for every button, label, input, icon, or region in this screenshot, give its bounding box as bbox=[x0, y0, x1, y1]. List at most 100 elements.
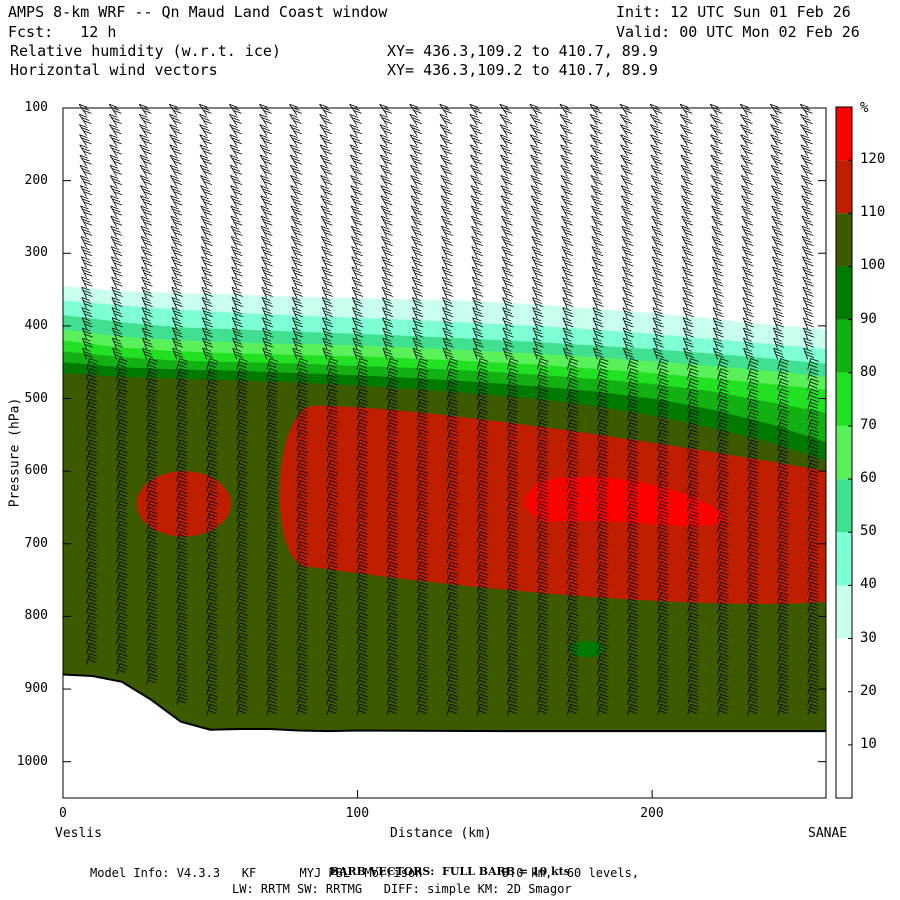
wind-barb bbox=[380, 225, 393, 238]
barb-flag bbox=[87, 628, 97, 633]
barb-flag bbox=[149, 632, 158, 637]
wind-barb bbox=[231, 276, 243, 289]
barb-flag bbox=[88, 401, 97, 406]
barb-flag bbox=[141, 167, 151, 172]
barb-flag bbox=[149, 612, 158, 617]
wind-barb bbox=[440, 215, 453, 228]
barb-flag bbox=[268, 564, 278, 569]
barb-flag bbox=[119, 520, 128, 525]
barb-flag bbox=[209, 368, 218, 373]
wind-barb bbox=[320, 164, 333, 177]
wind-barb bbox=[146, 408, 158, 421]
wind-barb bbox=[146, 642, 158, 655]
barb-staff bbox=[206, 449, 211, 462]
barb-flag bbox=[207, 689, 217, 694]
barb-flag bbox=[239, 571, 248, 576]
wind-barb bbox=[206, 571, 218, 584]
barb-flag bbox=[177, 567, 187, 572]
barb-staff bbox=[262, 337, 268, 350]
barb-staff bbox=[116, 643, 121, 655]
barb-flag bbox=[199, 154, 209, 159]
barb-flag bbox=[237, 435, 247, 440]
barb-flag bbox=[208, 473, 218, 477]
wind-barb bbox=[440, 205, 453, 218]
wind-barb bbox=[561, 225, 573, 238]
wind-barb bbox=[146, 561, 158, 573]
barb-flag bbox=[83, 320, 92, 325]
barb-flag bbox=[239, 581, 248, 586]
barb-flag bbox=[119, 368, 128, 373]
barb-flag bbox=[88, 473, 97, 477]
barb-staff bbox=[116, 571, 121, 584]
wind-barb bbox=[86, 622, 98, 634]
barb-flag bbox=[268, 404, 277, 409]
barb-staff bbox=[146, 429, 151, 441]
barb-flag bbox=[178, 615, 188, 620]
barb-flag bbox=[238, 381, 248, 386]
barb-staff bbox=[266, 582, 271, 594]
wind-barb bbox=[201, 297, 213, 309]
wind-barb bbox=[381, 246, 393, 258]
barb-flag bbox=[143, 290, 152, 294]
barb-flag bbox=[207, 557, 217, 562]
barb-flag bbox=[118, 452, 127, 457]
barb-flag bbox=[142, 327, 151, 332]
barb-flag bbox=[89, 642, 98, 647]
barb-flag bbox=[88, 503, 97, 508]
barb-staff bbox=[206, 490, 211, 502]
wind-barb bbox=[229, 144, 242, 157]
barb-flag bbox=[88, 615, 97, 620]
wind-barb bbox=[86, 530, 98, 543]
barb-flag bbox=[202, 269, 212, 274]
barb-staff bbox=[171, 317, 178, 329]
wind-barb bbox=[441, 236, 453, 248]
barb-flag bbox=[200, 175, 209, 179]
barb-staff bbox=[170, 246, 178, 258]
barb-flag bbox=[204, 303, 213, 307]
barb-flag bbox=[113, 110, 122, 114]
barb-flag bbox=[239, 612, 248, 617]
barb-staff bbox=[169, 154, 178, 167]
wind-barb bbox=[140, 246, 153, 258]
barb-flag bbox=[112, 317, 121, 322]
barb-flag bbox=[109, 134, 118, 139]
wind-barb bbox=[410, 164, 423, 177]
barb-flag bbox=[117, 455, 127, 460]
barb-flag bbox=[148, 412, 157, 416]
barb-flag bbox=[208, 371, 218, 376]
wind-barb bbox=[111, 276, 123, 289]
barb-flag bbox=[177, 516, 187, 521]
wind-barb bbox=[321, 276, 333, 289]
wind-barb bbox=[80, 256, 93, 268]
barb-flag bbox=[118, 544, 127, 548]
wind-barb bbox=[236, 551, 248, 563]
wind-barb bbox=[171, 307, 183, 319]
barb-staff bbox=[229, 114, 238, 126]
barb-flag bbox=[88, 605, 97, 609]
barb-flag bbox=[81, 127, 90, 132]
barb-flag bbox=[171, 178, 181, 182]
barb-flag bbox=[259, 103, 268, 108]
barb-flag bbox=[144, 333, 153, 338]
wind-barb bbox=[560, 154, 573, 167]
barb-flag bbox=[179, 612, 188, 617]
barb-flag bbox=[208, 645, 218, 650]
field2-label: Horizontal wind vectors bbox=[10, 61, 218, 79]
barb-flag bbox=[88, 381, 97, 386]
barb-staff bbox=[86, 521, 90, 533]
barb-flag bbox=[263, 191, 273, 196]
wind-barb bbox=[502, 286, 514, 299]
barb-flag bbox=[231, 137, 240, 142]
barb-flag bbox=[238, 371, 248, 376]
barb-staff bbox=[111, 266, 117, 279]
wind-barb bbox=[350, 205, 363, 218]
barb-staff bbox=[230, 215, 238, 228]
wind-barb bbox=[230, 205, 243, 218]
barb-flag bbox=[263, 300, 272, 304]
barb-flag bbox=[113, 181, 122, 185]
barb-flag bbox=[238, 391, 248, 396]
barb-staff bbox=[236, 399, 241, 411]
barb-flag bbox=[238, 574, 248, 579]
wind-barb bbox=[171, 297, 183, 309]
barb-flag bbox=[234, 252, 243, 257]
